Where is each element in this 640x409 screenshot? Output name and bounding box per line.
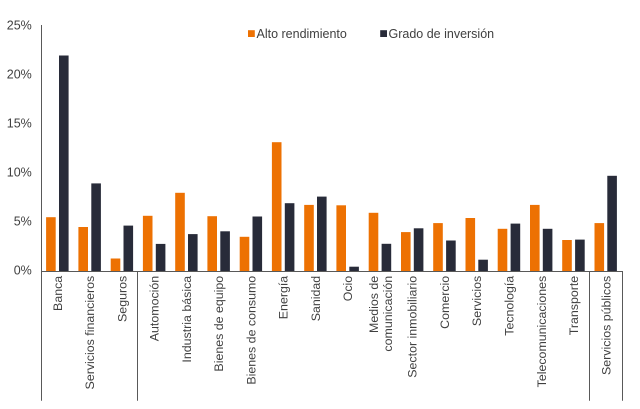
svg-text:0%: 0% — [14, 264, 32, 278]
svg-text:comunicación: comunicación — [381, 276, 395, 352]
svg-text:Banca: Banca — [51, 276, 65, 311]
svg-text:5%: 5% — [14, 215, 32, 229]
svg-text:Industria básica: Industria básica — [180, 276, 194, 363]
svg-text:Ocio: Ocio — [341, 276, 355, 302]
svg-text:Tecnología: Tecnología — [503, 276, 517, 336]
svg-text:Servicios: Servicios — [470, 276, 484, 326]
svg-text:Grado de inversión: Grado de inversión — [389, 27, 495, 41]
svg-text:Transporte: Transporte — [567, 276, 581, 336]
svg-text:15%: 15% — [7, 117, 32, 131]
svg-text:Alto rendimiento: Alto rendimiento — [257, 27, 347, 41]
svg-text:10%: 10% — [7, 166, 32, 180]
svg-text:Telecomunicaciones: Telecomunicaciones — [535, 276, 549, 388]
svg-text:Servicios financieros: Servicios financieros — [83, 276, 97, 390]
svg-text:Bienes de consumo: Bienes de consumo — [245, 276, 259, 385]
svg-text:Energía: Energía — [277, 276, 291, 320]
svg-text:Automoción: Automoción — [148, 276, 162, 342]
svg-text:Sanidad: Sanidad — [309, 276, 323, 322]
svg-text:Servicios públicos: Servicios públicos — [599, 276, 613, 375]
svg-text:Comercio: Comercio — [438, 276, 452, 329]
svg-text:Sector inmobiliario: Sector inmobiliario — [406, 276, 420, 378]
svg-text:Bienes de equipo: Bienes de equipo — [212, 276, 226, 372]
svg-text:Medios de: Medios de — [367, 276, 381, 333]
svg-text:Seguros: Seguros — [115, 276, 129, 322]
svg-text:20%: 20% — [7, 68, 32, 82]
svg-text:25%: 25% — [7, 19, 32, 33]
